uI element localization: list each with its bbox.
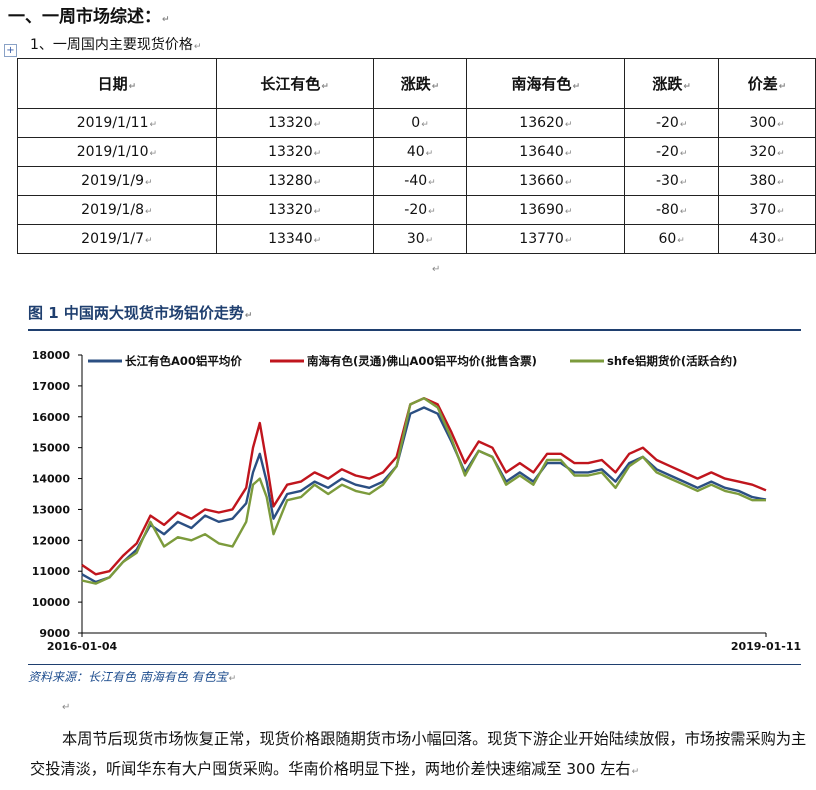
y-axis: 9000 10000 11000 12000 13000 14000 15000 16000 1… xyxy=(32,349,83,640)
cell: 2019/1/7↵ xyxy=(17,224,217,254)
cell: 13690↵ xyxy=(466,195,626,225)
chart-background xyxy=(0,337,816,662)
x-axis: 2016-01-04 2019-01-11 xyxy=(47,632,801,653)
y-tick-label: 15000 xyxy=(32,442,71,455)
cell: 380↵ xyxy=(718,166,816,196)
cell: 30↵ xyxy=(372,224,468,254)
cell: 370↵ xyxy=(718,195,816,225)
header-change-1: 涨跌↵ xyxy=(372,58,468,109)
y-tick-label: 12000 xyxy=(32,534,71,547)
cell: 2019/1/9↵ xyxy=(17,166,217,196)
spot-price-table: 日期↵ 长江有色↵ 涨跌↵ 南海有色↵ 涨跌↵ 价差↵ 2019/1/11↵ 1… xyxy=(17,58,816,254)
y-tick-label: 17000 xyxy=(32,380,71,393)
y-tick-label: 16000 xyxy=(32,411,71,424)
cell: 13640↵ xyxy=(466,137,626,167)
table-row: 2019/1/10↵ 13320↵ 40↵ 13640↵ -20↵ 320↵ xyxy=(17,137,816,167)
table-row: 2019/1/9↵ 13280↵ -40↵ 13660↵ -30↵ 380↵ xyxy=(17,166,816,196)
table-header-row: 日期↵ 长江有色↵ 涨跌↵ 南海有色↵ 涨跌↵ 价差↵ xyxy=(17,58,816,109)
table-row: 2019/1/7↵ 13340↵ 30↵ 13770↵ 60↵ 430↵ xyxy=(17,224,816,254)
paragraph-mark: ↵ xyxy=(62,702,71,713)
table-heading: 1、一周国内主要现货价格↵ xyxy=(30,37,202,53)
cell: 13770↵ xyxy=(466,224,626,254)
cell: 2019/1/8↵ xyxy=(17,195,217,225)
aluminium-price-chart: 9000 10000 11000 12000 13000 14000 15000 16000 1… xyxy=(0,337,816,662)
cell: -40↵ xyxy=(372,166,468,196)
source-note: 资料来源：长江有色 南海有色 有色宝↵ xyxy=(28,670,237,684)
section-heading: 一、一周市场综述：↵ xyxy=(8,7,170,27)
body-paragraph: 本周节后现货市场恢复正常，现货价格跟随期货市场小幅回落。现货下游企业开始陆续放假… xyxy=(30,730,807,778)
table-row: 2019/1/11↵ 13320↵ 0↵ 13620↵ -20↵ 300↵ xyxy=(17,108,816,138)
header-change-2: 涨跌↵ xyxy=(624,58,720,109)
cell: -20↵ xyxy=(372,195,468,225)
cell: 13320↵ xyxy=(215,195,374,225)
x-tick-label: 2019-01-11 xyxy=(731,640,801,653)
chart-legend: 长江有色A00铝平均价 南海有色(灵通)佛山A00铝平均价(批售含票) shfe铝期… xyxy=(88,354,737,368)
cell: 13660↵ xyxy=(466,166,626,196)
cell: 300↵ xyxy=(718,108,816,138)
header-nanhai: 南海有色↵ xyxy=(466,58,626,109)
paragraph-mark: ↵ xyxy=(432,264,441,275)
table-move-handle-icon[interactable]: + xyxy=(4,44,17,57)
y-tick-label: 13000 xyxy=(32,503,71,516)
x-tick-label: 2016-01-04 xyxy=(47,640,118,653)
legend-label: shfe铝期货价(活跃合约) xyxy=(607,354,737,368)
figure-title-rule xyxy=(28,329,801,331)
cell: 430↵ xyxy=(718,224,816,254)
cell: -30↵ xyxy=(624,166,720,196)
figure-bottom-rule xyxy=(28,664,801,665)
y-tick-label: 9000 xyxy=(39,627,70,640)
cell: 40↵ xyxy=(372,137,468,167)
y-tick-label: 18000 xyxy=(32,349,71,362)
header-changjiang: 长江有色↵ xyxy=(215,58,374,109)
legend-label: 南海有色(灵通)佛山A00铝平均价(批售含票) xyxy=(307,354,537,368)
cell: -80↵ xyxy=(624,195,720,225)
cell: 13340↵ xyxy=(215,224,374,254)
cell: 13320↵ xyxy=(215,137,374,167)
cell: 2019/1/10↵ xyxy=(17,137,217,167)
y-tick-label: 14000 xyxy=(32,473,71,486)
cell: 13620↵ xyxy=(466,108,626,138)
series-line-3 xyxy=(81,397,766,585)
cell: -20↵ xyxy=(624,108,720,138)
cell: -20↵ xyxy=(624,137,720,167)
cell: 0↵ xyxy=(372,108,468,138)
table-row: 2019/1/8↵ 13320↵ -20↵ 13690↵ -80↵ 370↵ xyxy=(17,195,816,225)
cell: 13280↵ xyxy=(215,166,374,196)
cell: 320↵ xyxy=(718,137,816,167)
cell: 60↵ xyxy=(624,224,720,254)
y-tick-label: 10000 xyxy=(32,596,71,609)
series-lines xyxy=(81,397,767,585)
cell: 13320↵ xyxy=(215,108,374,138)
figure-title: 图 1 中国两大现货市场铝价走势↵ xyxy=(28,304,253,322)
header-spread: 价差↵ xyxy=(718,58,816,109)
cell: 2019/1/11↵ xyxy=(17,108,217,138)
header-date: 日期↵ xyxy=(17,58,217,109)
y-tick-label: 11000 xyxy=(32,565,71,578)
legend-label: 长江有色A00铝平均价 xyxy=(125,354,242,368)
